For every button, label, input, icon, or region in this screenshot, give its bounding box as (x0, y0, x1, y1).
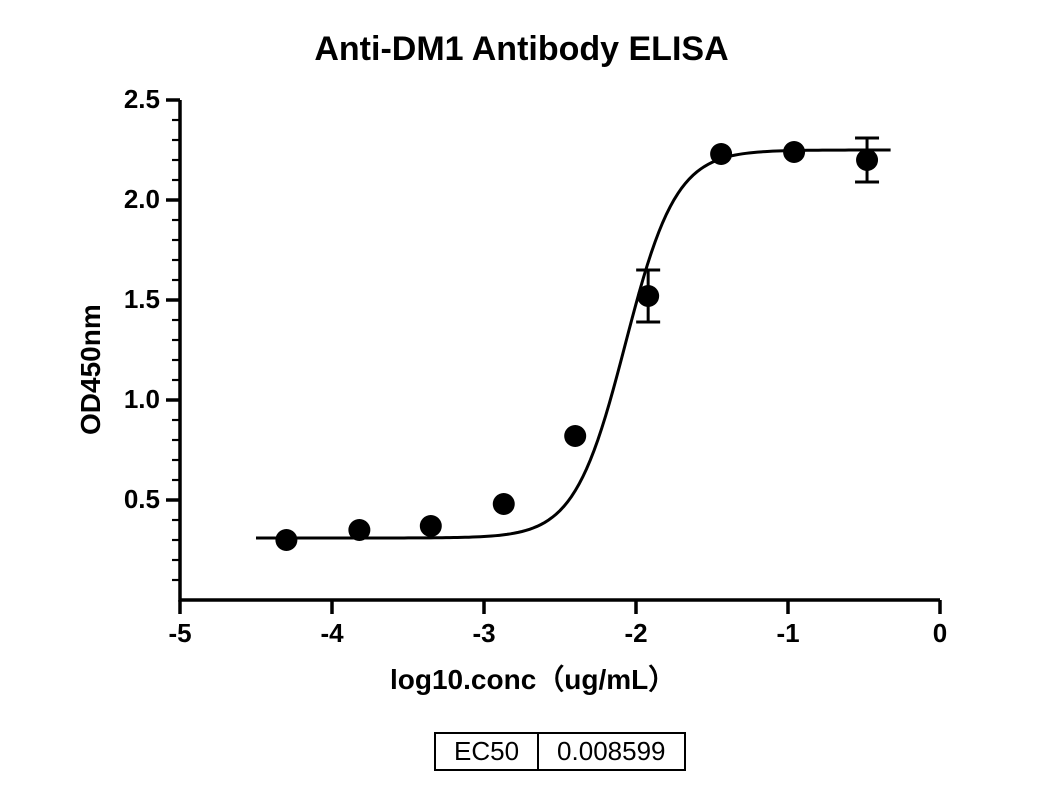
data-point (783, 141, 805, 163)
ec50-value-cell: 0.008599 (538, 733, 684, 770)
x-axis-label: log10.conc（ug/mL） (0, 658, 1043, 698)
data-point (564, 425, 586, 447)
x-tick-label: -4 (312, 618, 352, 649)
y-tick-label: 1.5 (124, 284, 160, 315)
chart-title: Anti-DM1 Antibody ELISA (0, 30, 1043, 69)
x-tick-label: -2 (616, 618, 656, 649)
y-tick-label: 2.5 (124, 84, 160, 115)
data-point (637, 285, 659, 307)
data-point (856, 149, 878, 171)
ec50-table: EC50 0.008599 (434, 732, 686, 771)
y-tick-label: 0.5 (124, 484, 160, 515)
y-axis-label: OD450nm (75, 304, 107, 435)
x-tick-label: 0 (920, 618, 960, 649)
chart-area (180, 100, 940, 600)
chart-svg (180, 100, 940, 600)
x-tick-label: -3 (464, 618, 504, 649)
data-point (420, 515, 442, 537)
x-tick-label: -5 (160, 618, 200, 649)
ec50-label-cell: EC50 (435, 733, 538, 770)
data-point (493, 493, 515, 515)
y-tick-label: 1.0 (124, 384, 160, 415)
data-point (348, 519, 370, 541)
y-tick-label: 2.0 (124, 184, 160, 215)
x-tick-label: -1 (768, 618, 808, 649)
data-point (710, 143, 732, 165)
data-point (275, 529, 297, 551)
fit-curve (256, 150, 891, 538)
